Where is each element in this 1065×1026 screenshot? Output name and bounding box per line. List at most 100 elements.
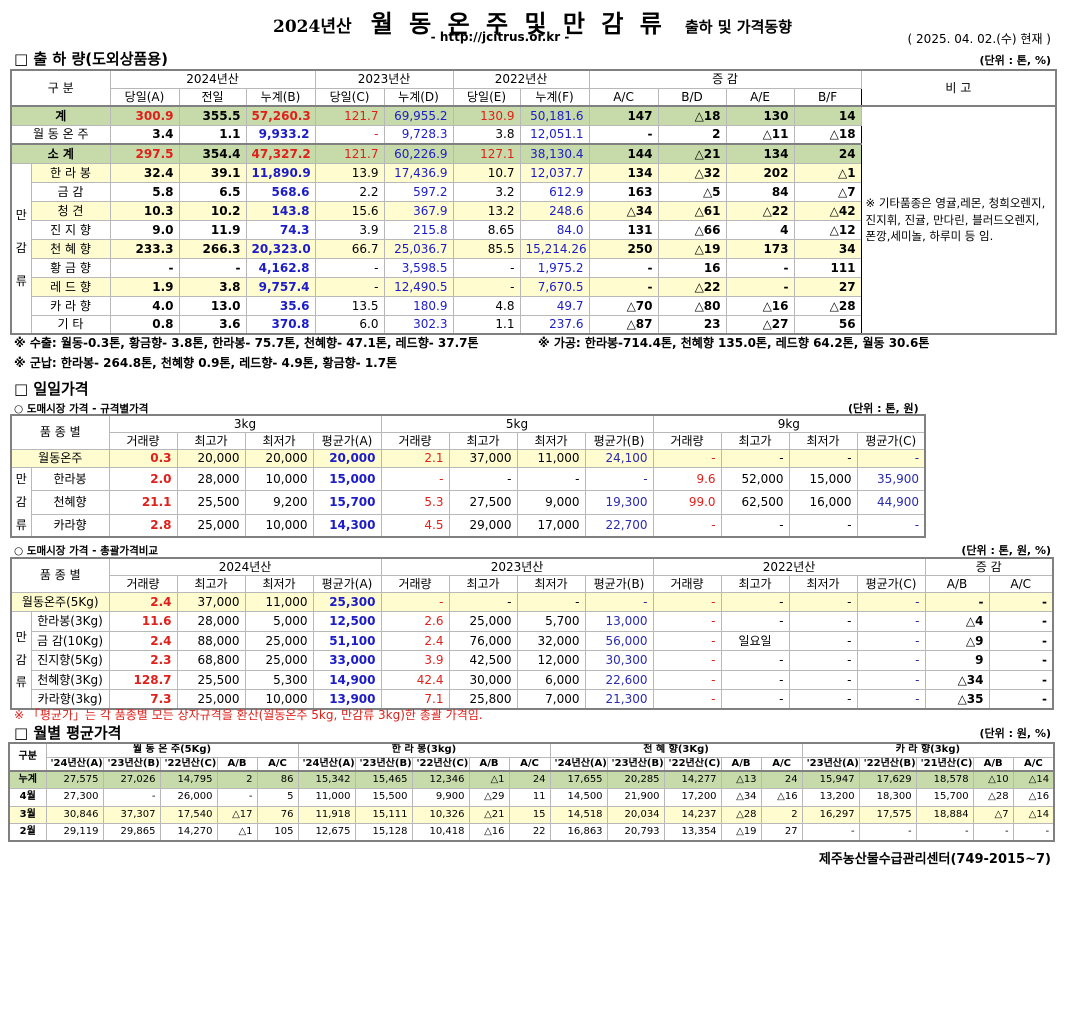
cell: 16,297 xyxy=(801,805,860,824)
cell: - xyxy=(988,689,1054,710)
cell: 11,890.9 xyxy=(245,162,316,183)
group-header: 5kg xyxy=(380,414,654,433)
column-header: A/C xyxy=(988,574,1054,593)
cell: 50,181.6 xyxy=(519,105,590,126)
cell: 34 xyxy=(793,238,862,259)
column-header: A/B xyxy=(468,756,510,772)
cell: 15,111 xyxy=(354,805,413,824)
cell: 17,629 xyxy=(858,770,917,789)
cell: 7,000 xyxy=(516,689,586,710)
cell: 30,846 xyxy=(45,805,104,824)
cell: 30,300 xyxy=(584,650,654,671)
cell: 237.6 xyxy=(519,314,590,335)
daily-section-title: □ 일일가격 xyxy=(14,380,89,398)
cell: - xyxy=(652,650,722,671)
row-label: 한라봉(3Kg) xyxy=(30,611,110,632)
column-header: 누계(B) xyxy=(245,87,316,107)
cell: 56 xyxy=(793,314,862,335)
cell: 250 xyxy=(588,238,659,259)
cell: 29,119 xyxy=(45,823,104,842)
cell: 9.0 xyxy=(109,219,180,240)
cell: 9 xyxy=(924,650,990,671)
cell: 12,000 xyxy=(516,650,586,671)
cell: △61 xyxy=(657,200,727,221)
column-header: 최저가 xyxy=(244,431,314,450)
cell: △1 xyxy=(793,162,862,183)
cell: 4,162.8 xyxy=(245,257,316,278)
cell: 5,300 xyxy=(244,669,314,690)
column-header: 누계(D) xyxy=(383,87,454,107)
cell: △13 xyxy=(720,770,762,789)
footer-org: 제주농산물수급관리센터(749-2015~7) xyxy=(818,852,1051,867)
cell: - xyxy=(452,257,521,278)
column-header: B/D xyxy=(657,87,727,107)
site-url[interactable]: - http://jcitrus.or.kr - xyxy=(430,30,570,44)
cell: 5,000 xyxy=(244,611,314,632)
cell: 17,436.9 xyxy=(383,162,454,183)
cell: 3,598.5 xyxy=(383,257,454,278)
cell: △17 xyxy=(216,805,258,824)
cell: 14,518 xyxy=(549,805,608,824)
cell: - xyxy=(588,257,659,278)
cell: - xyxy=(516,466,586,492)
cell: 12,675 xyxy=(297,823,356,842)
cell: 52,000 xyxy=(720,466,790,492)
cell: - xyxy=(924,591,990,612)
remark-text: ※ 기타품종은 영귤,레몬, 청희오렌지, 진지휘, 진귤, 만다린, 블러드오… xyxy=(860,105,1057,335)
cell: 25,500 xyxy=(176,669,246,690)
cell: 173 xyxy=(725,238,795,259)
cell: - xyxy=(216,788,258,807)
column-header: 최고가 xyxy=(448,431,518,450)
column-header: '24년산(A) xyxy=(45,756,104,772)
price-row: 카라향 2.8 25,000 10,000 14,300 4.5 29,000 17,000 2… xyxy=(11,513,926,538)
shipment-row: 계 300.9 355.5 57,260.3 121.7 69,955.2 130.9 50,… xyxy=(10,105,1057,335)
cell: 11,000 xyxy=(516,448,586,468)
cell: 17,200 xyxy=(663,788,722,807)
cell: 25,500 xyxy=(176,490,246,515)
cell: - xyxy=(652,611,722,632)
cell: - xyxy=(858,823,917,842)
row-label: 황 금 향 xyxy=(30,257,111,278)
cell: 128.7 xyxy=(108,669,178,690)
cell: 6,000 xyxy=(516,669,586,690)
group-label-char: 류 xyxy=(15,517,27,532)
group-header: 9kg xyxy=(652,414,926,433)
monthly-row: 3월 30,846 37,307 17,540 △17 76 11,918 15,111 10,… xyxy=(8,805,1055,824)
cell: △21 xyxy=(657,143,727,164)
cell: 66.7 xyxy=(314,238,385,259)
row-label: 청 견 xyxy=(30,200,111,221)
column-header: B/F xyxy=(793,87,862,107)
cell: 37,000 xyxy=(176,591,246,612)
cell: 25,300 xyxy=(312,591,382,612)
cell: 300.9 xyxy=(109,105,180,126)
cell: 612.9 xyxy=(519,181,590,202)
price-row: 금 감(10Kg) 2.4 88,000 25,000 51,100 2.4 76,000 3… xyxy=(11,630,1054,651)
cell: 10,000 xyxy=(244,513,314,538)
cell: 25,000 xyxy=(176,689,246,710)
column-header: 최저가 xyxy=(788,574,858,593)
cell: - xyxy=(988,650,1054,671)
cell: - xyxy=(1012,823,1055,842)
cell: - xyxy=(448,466,518,492)
row-label: 카라향 xyxy=(30,513,110,538)
cell: 297.5 xyxy=(109,143,180,164)
price-row: 만 감 류 한라봉 2.0 28,000 10,000 15,000- - - -9.6 52,000… xyxy=(10,466,926,538)
period-label: 누계 xyxy=(8,770,47,789)
price-row: 월동온주(5Kg) 2.4 37,000 11,000 25,300- - - - - - - - - - xyxy=(10,591,1054,612)
cell: - xyxy=(109,257,180,278)
cell: 9,200 xyxy=(244,490,314,515)
cell: 130 xyxy=(725,105,795,126)
cell: 5.3 xyxy=(380,490,450,515)
cell: - xyxy=(856,650,926,671)
cell: 1.1 xyxy=(452,314,521,335)
cell: 9,933.2 xyxy=(245,124,316,145)
cell: 27 xyxy=(760,823,803,842)
cell: △28 xyxy=(972,788,1014,807)
cell: △7 xyxy=(793,181,862,202)
cell: 68,800 xyxy=(176,650,246,671)
group-header: 2023년산 xyxy=(314,69,454,89)
shipment-row: 카 라 향 4.0 13.0 35.6 13.5 180.9 4.8 49.7 △70 △80 △1… xyxy=(11,295,1056,316)
cell: 57,260.3 xyxy=(245,105,316,126)
summary-price-subtitle: ○ 도매시장 가격 - 총괄가격비교 xyxy=(14,545,159,557)
